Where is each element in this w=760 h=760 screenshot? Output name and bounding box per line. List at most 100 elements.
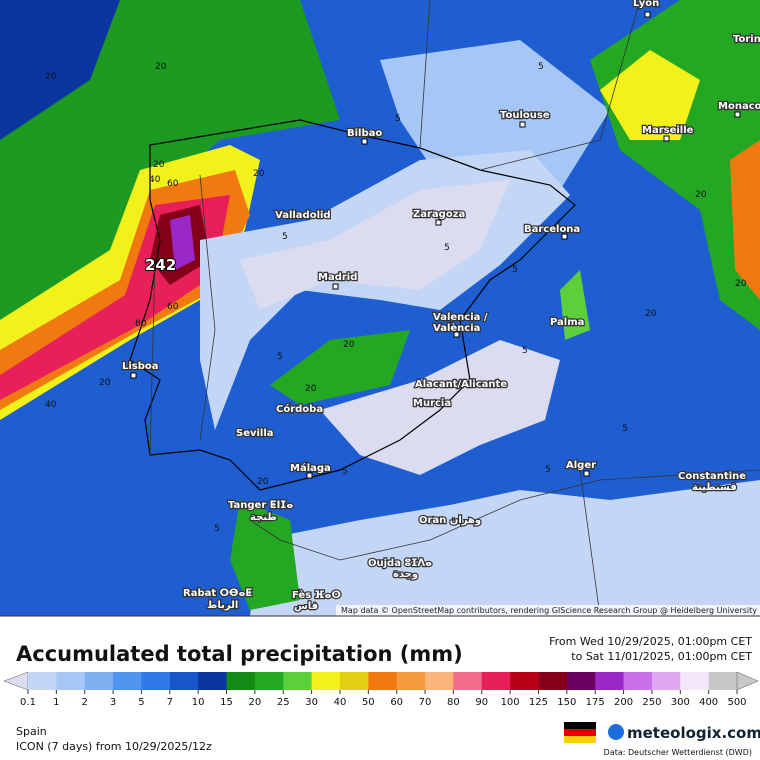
legend-tick-label: 0.1	[20, 697, 36, 708]
legend-tick-label: 500	[727, 697, 746, 708]
city-marker	[561, 233, 568, 240]
contour-labels: 20 20 20 40 60 20 5 60 80 20 40 20 20 5 …	[45, 62, 747, 534]
legend-swatch	[595, 672, 625, 690]
city-label: Lyon	[633, 0, 659, 9]
legend-tick-label: 250	[642, 697, 661, 708]
city-label: Madrid	[318, 272, 357, 283]
legend-swatch	[84, 672, 114, 690]
contour-label: 20	[99, 378, 111, 388]
contour-label: 60	[167, 179, 179, 189]
legend-tick-label: 125	[529, 697, 548, 708]
legend-swatch	[708, 672, 738, 690]
source: Data: Deutscher Wetterdienst (DWD)	[604, 748, 752, 757]
contour-label: 5	[282, 232, 288, 242]
legend-swatch	[198, 672, 228, 690]
contour-label: 20	[253, 169, 265, 179]
legend-tick-label: 50	[362, 697, 375, 708]
city-label: Tanger ⵟⵏⵊⴰ	[228, 500, 293, 511]
legend-swatch	[481, 672, 511, 690]
legend-tick-label: 2	[82, 697, 88, 708]
rain-area	[270, 330, 410, 405]
contour-label: 20	[305, 384, 317, 394]
attribution[interactable]: Map data © OpenStreetMap contributors, r…	[341, 606, 757, 615]
contour-label: 20	[645, 309, 657, 319]
city-label: Oran وهران	[419, 515, 481, 526]
legend-swatch	[425, 672, 454, 690]
city-label: Rabat ⵔⴱⴰⵟ	[183, 588, 252, 599]
legend-swatch	[566, 672, 596, 690]
rain-area	[730, 140, 760, 300]
city-label: Monaco	[718, 101, 760, 112]
contour-label: 80	[135, 319, 147, 329]
legend-tick-label: 25	[277, 697, 290, 708]
city-marker	[453, 331, 460, 338]
contour-label: 5	[444, 243, 450, 253]
city-label: Alacant/Alicante	[415, 379, 507, 390]
contour-label: 5	[545, 465, 551, 475]
legend-tick-label: 400	[699, 697, 718, 708]
rain-area	[560, 270, 590, 340]
legend-swatch	[538, 672, 568, 690]
contour-label: 20	[695, 190, 707, 200]
legend-tick-label: 15	[220, 697, 233, 708]
rain-area	[230, 500, 300, 610]
legend-tick-label: 3	[110, 697, 116, 708]
legend-swatch	[283, 672, 313, 690]
city-marker	[130, 372, 137, 379]
region: Spain	[16, 725, 47, 738]
contour-label: 5	[512, 265, 518, 275]
city-label: Constantine	[678, 471, 746, 482]
contour-label: 5	[277, 352, 283, 362]
city-marker	[734, 111, 741, 118]
period-from: From Wed 10/29/2025, 01:00pm CET	[549, 635, 752, 648]
city-label: Toulouse	[500, 110, 550, 121]
city-label: Fès ⴼⴰⵙ	[292, 589, 341, 601]
legend-swatch	[510, 672, 539, 690]
legend-tick-label: 70	[419, 697, 432, 708]
contour-label: 20	[343, 340, 355, 350]
rain-area	[320, 340, 560, 475]
coastline	[129, 119, 576, 491]
city-label: قسنطينة	[692, 482, 737, 493]
city-label: Zaragoza	[413, 209, 465, 220]
legend-tick-label: 30	[305, 697, 318, 708]
city-marker	[519, 121, 526, 128]
city-label: Torin	[733, 34, 760, 45]
city-label: Lisboa	[122, 361, 159, 372]
legend-tick-label: 300	[671, 697, 690, 708]
period-to: to Sat 11/01/2025, 01:00pm CET	[571, 650, 752, 663]
cities: Lyon Torin Monaco Marseille Toulouse Bil…	[121, 0, 760, 613]
legend-tick-label: 175	[586, 697, 605, 708]
city-marker	[435, 219, 442, 226]
legend-arrow	[736, 671, 759, 691]
legend-tick-label: 100	[501, 697, 520, 708]
legend-tick-label: 150	[557, 697, 576, 708]
city-marker	[663, 135, 670, 142]
contour-label: 20	[45, 72, 57, 82]
city-label: Sevilla	[236, 428, 274, 439]
legend-swatch	[169, 672, 199, 690]
legend-tick-label: 200	[614, 697, 633, 708]
city-label: فاس	[294, 601, 318, 612]
legend-swatch	[396, 672, 426, 690]
contour-label: 40	[149, 175, 161, 185]
city-label: Valladolid	[275, 210, 331, 221]
legend-tick-label: 60	[390, 697, 403, 708]
legend-swatch	[680, 672, 710, 690]
city-label: Bilbao	[347, 128, 382, 139]
city-label: Barcelona	[524, 224, 580, 235]
city-label: Oujda ⵓⵊⴷⴰ	[368, 558, 432, 569]
brand-logo	[608, 724, 624, 740]
contour-label: 5	[522, 346, 528, 356]
title: Accumulated total precipitation (mm)	[16, 642, 463, 666]
contour-label: 60	[167, 302, 179, 312]
city-marker	[644, 11, 651, 18]
brand[interactable]: meteologix.com	[627, 724, 760, 742]
city-label: Marseille	[642, 125, 694, 136]
city-label: València	[433, 322, 480, 334]
legend-swatch	[339, 672, 369, 690]
city-label: Málaga	[290, 462, 331, 474]
city-label: Murcia	[413, 398, 451, 409]
border	[149, 0, 760, 617]
